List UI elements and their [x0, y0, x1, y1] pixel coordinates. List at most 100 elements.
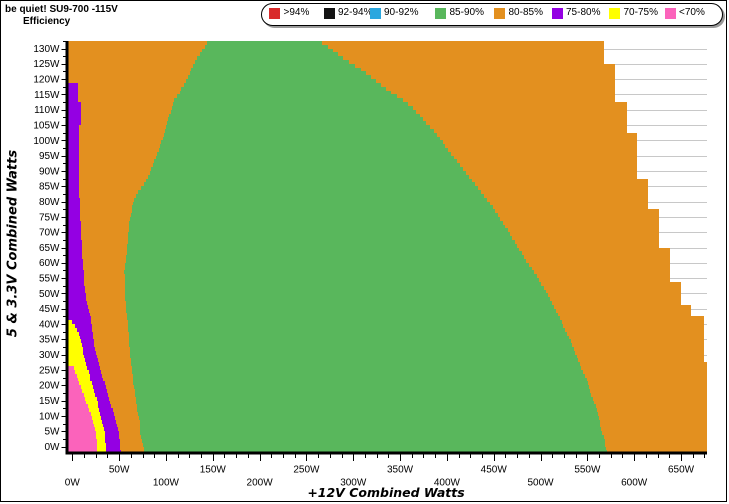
map-row-segment	[81, 339, 94, 343]
map-row-segment	[136, 194, 484, 198]
map-row-segment	[79, 163, 153, 167]
map-row-segment	[397, 94, 615, 98]
map-row-segment	[66, 182, 79, 186]
map-row-segment	[165, 129, 434, 133]
y-tick-label: 100W	[33, 136, 60, 147]
map-row-segment	[115, 416, 139, 420]
map-row-segment	[126, 309, 556, 313]
map-row-segment	[140, 424, 600, 427]
map-row-segment	[66, 52, 200, 56]
map-row-segment	[437, 133, 637, 137]
map-row-segment	[560, 316, 704, 320]
map-row-segment	[66, 320, 72, 324]
map-row-segment	[376, 79, 615, 83]
map-row-segment	[80, 205, 132, 209]
map-row-segment	[463, 167, 637, 171]
map-row-segment	[585, 374, 707, 378]
map-row-segment	[460, 163, 637, 167]
map-row-segment	[93, 332, 129, 336]
map-row-segment	[107, 389, 135, 393]
y-tick	[63, 393, 66, 394]
y-tick-label: 75W	[39, 212, 60, 223]
map-row-segment	[98, 404, 111, 408]
x-tick	[107, 454, 108, 459]
map-row-segment	[102, 420, 116, 424]
x-tick	[365, 454, 366, 459]
map-row-segment	[116, 420, 140, 424]
map-row-segment	[80, 209, 132, 213]
map-row-segment	[92, 328, 128, 332]
map-row-segment	[66, 156, 79, 159]
map-row-segment	[197, 56, 343, 60]
map-row-segment	[434, 129, 627, 133]
map-row-segment	[161, 140, 443, 144]
y-tick-label: 70W	[39, 228, 60, 239]
map-row-segment	[66, 374, 77, 378]
map-row-segment	[526, 259, 670, 263]
map-row-segment	[77, 328, 92, 332]
y-tick-label: 10W	[39, 411, 60, 422]
map-row-segment	[66, 83, 78, 87]
legend-swatch-gt94	[269, 8, 280, 19]
map-row-segment	[102, 374, 133, 378]
x-tick-label: 350W	[387, 465, 414, 476]
map-row-segment	[126, 255, 524, 259]
map-row-segment	[550, 297, 681, 301]
map-row-segment	[207, 41, 322, 45]
map-row-segment	[150, 171, 466, 175]
map-row-segment	[81, 106, 172, 110]
map-row-segment	[129, 228, 508, 232]
x-tick	[271, 454, 272, 459]
map-row-segment	[548, 293, 681, 297]
map-row-segment	[129, 225, 505, 228]
y-tick	[61, 64, 66, 65]
y-tick	[63, 286, 66, 287]
map-row-segment	[75, 370, 89, 374]
map-row-segment	[66, 309, 89, 313]
map-row-segment	[66, 263, 83, 267]
map-row-segment	[66, 121, 81, 125]
x-tick	[213, 454, 214, 462]
map-row-segment	[128, 240, 515, 244]
map-row-segment	[202, 49, 333, 52]
map-row-segment	[66, 167, 79, 171]
map-row-segment	[195, 60, 349, 64]
y-tick	[61, 94, 66, 95]
map-row-segment	[87, 366, 100, 370]
map-row-segment	[173, 102, 408, 106]
map-row-segment	[92, 416, 101, 420]
map-row-segment	[66, 45, 205, 49]
legend-label: <70%	[679, 7, 705, 18]
map-row-segment	[66, 336, 80, 339]
map-row-segment	[126, 301, 552, 305]
x-tick	[353, 454, 354, 462]
y-tick	[63, 424, 66, 425]
map-row-segment	[593, 397, 707, 401]
x-tick	[622, 454, 623, 459]
map-row-segment	[443, 140, 637, 144]
map-row-segment	[140, 427, 601, 431]
y-tick	[61, 447, 66, 448]
map-row-segment	[572, 343, 704, 347]
map-row-segment	[90, 313, 127, 316]
x-tick	[330, 454, 331, 459]
x-tick	[576, 454, 577, 459]
map-row-segment	[66, 439, 97, 443]
map-row-segment	[92, 381, 105, 385]
map-row-segment	[66, 420, 93, 424]
y-tick	[61, 49, 66, 50]
map-row-segment	[66, 366, 74, 370]
map-row-segment	[66, 412, 91, 416]
map-row-segment	[66, 179, 79, 182]
map-row-segment	[84, 278, 125, 282]
map-row-segment	[80, 202, 133, 205]
y-tick-label: 15W	[39, 396, 60, 407]
y-tick-label: 0W	[45, 442, 61, 453]
x-tick	[459, 454, 460, 459]
map-row-segment	[141, 435, 604, 439]
map-row-segment	[91, 316, 127, 320]
map-row-segment	[148, 175, 469, 179]
map-row-segment	[66, 313, 90, 316]
